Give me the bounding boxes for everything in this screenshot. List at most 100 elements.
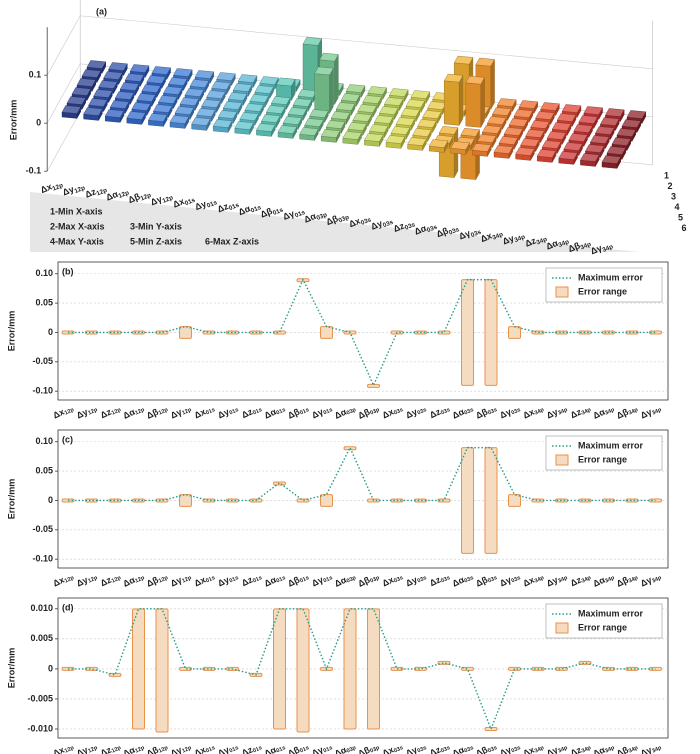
label-symbol: Δy (61, 184, 75, 198)
label-symbol: Δβ (259, 206, 274, 220)
bar-top (239, 112, 259, 121)
label-symbol: Δα (333, 407, 349, 421)
error-range (390, 666, 404, 671)
label-subscript: 03s (487, 576, 498, 585)
legend-label: 1-Min X-axis (50, 206, 103, 216)
bar-top (605, 108, 625, 117)
label-subscript: 03s (417, 746, 428, 754)
label-subscript: 12p (88, 575, 100, 585)
bar-top (271, 96, 291, 105)
label-subscript: 01s (250, 204, 263, 215)
bar-3d (465, 75, 485, 129)
label-symbol: Δγ (457, 228, 471, 242)
z-tick-label: -0.1 (26, 166, 42, 176)
bar-top (410, 90, 431, 99)
x-tick-label: Δy01s (216, 571, 240, 590)
label-subscript: 34p (534, 407, 546, 417)
bar-top (513, 109, 534, 118)
label-symbol: Δγ (498, 575, 513, 589)
bar-top (148, 113, 168, 122)
bar-top (81, 69, 102, 78)
error-range (578, 660, 592, 665)
x-tick-label: Δγ12p (169, 403, 193, 422)
bar-top (530, 120, 550, 129)
bar-top (342, 131, 362, 140)
label-symbol: Δy (369, 218, 383, 232)
x-tick-label: Δγ03s (498, 571, 522, 590)
label-symbol: Δγ (639, 575, 654, 589)
y-tick-label: -0.010 (27, 723, 53, 733)
bar-top (282, 116, 303, 125)
bar-top (347, 122, 367, 131)
x-tick-label: Δγ34p (639, 571, 663, 590)
label-symbol: Δβ (127, 191, 142, 205)
bar-side (480, 76, 485, 129)
bar-top (546, 131, 567, 140)
bar-top (417, 119, 437, 128)
z-tick-label: 0.1 (29, 70, 42, 80)
label-symbol: Δβ (615, 575, 631, 589)
label-symbol: Δx (51, 407, 66, 421)
panel-label: (d) (62, 602, 74, 612)
x-tick-label: Δz03s (428, 741, 451, 754)
label-symbol: Δz (240, 575, 255, 589)
label-subscript: 01s (205, 746, 216, 754)
label-subscript: 12p (51, 182, 64, 193)
row-tick-label: 1 (664, 170, 669, 180)
label-symbol: Δγ (498, 745, 513, 754)
bar-top (88, 98, 108, 107)
bar-top (390, 126, 411, 135)
x-tick-label: Δy03s (369, 214, 394, 233)
x-tick-label: Δx03s (381, 741, 405, 754)
x-tick-label: Δα34p (591, 741, 616, 754)
label-subscript: 03s (440, 408, 451, 417)
label-symbol: Δβ (615, 407, 631, 421)
bar-3d (515, 147, 535, 162)
x-tick-label: Δz01s (240, 571, 263, 590)
label-symbol: Δγ (281, 209, 295, 223)
label-symbol: Δx (381, 745, 396, 754)
label-subscript: 34p (581, 407, 593, 417)
label-symbol: Δx (521, 745, 536, 754)
bar-top (191, 117, 211, 126)
label-subscript: 01s (206, 199, 219, 210)
label-symbol: Δx (51, 745, 66, 754)
bar-top (314, 66, 334, 76)
error-range (555, 330, 568, 335)
x-tick-label: Δα34p (545, 234, 571, 253)
label-symbol: Δz (240, 407, 255, 421)
label-symbol: Δβ (474, 407, 490, 421)
bar-3d (299, 127, 319, 142)
bar-3d (277, 125, 298, 140)
label-subscript: 12p (182, 407, 194, 417)
bar-top (412, 128, 432, 137)
y-tick-label: -0.05 (32, 356, 53, 366)
label-subscript: 01s (272, 206, 285, 217)
error-range (320, 494, 333, 507)
label-symbol: Δγ (639, 407, 654, 421)
label-symbol: Δβ (357, 407, 373, 421)
bar-top (508, 118, 529, 127)
error-range (437, 498, 451, 503)
error-range (461, 279, 474, 386)
z-tick-label: 0 (36, 118, 41, 128)
label-subscript: 01s (299, 746, 310, 754)
bar-top (600, 117, 620, 126)
label-symbol: Δz (84, 187, 98, 201)
x-tick-label: Δα12p (121, 741, 146, 754)
bar-top (352, 113, 372, 122)
bar-top (541, 140, 562, 149)
x-tick-label: Δβ03s (474, 741, 498, 754)
bar-3d (104, 109, 125, 124)
bar-3d (450, 141, 470, 156)
bar-top (606, 146, 627, 155)
line-series (68, 445, 656, 502)
legend-swatch (555, 286, 569, 298)
label-symbol: Δy (216, 407, 231, 421)
label-subscript: 12p (64, 575, 76, 585)
label-subscript: 03s (487, 746, 498, 754)
bar-top (93, 89, 113, 98)
bar-3d (234, 121, 254, 136)
bar-top (299, 127, 319, 136)
label-subscript: 12p (139, 192, 152, 203)
